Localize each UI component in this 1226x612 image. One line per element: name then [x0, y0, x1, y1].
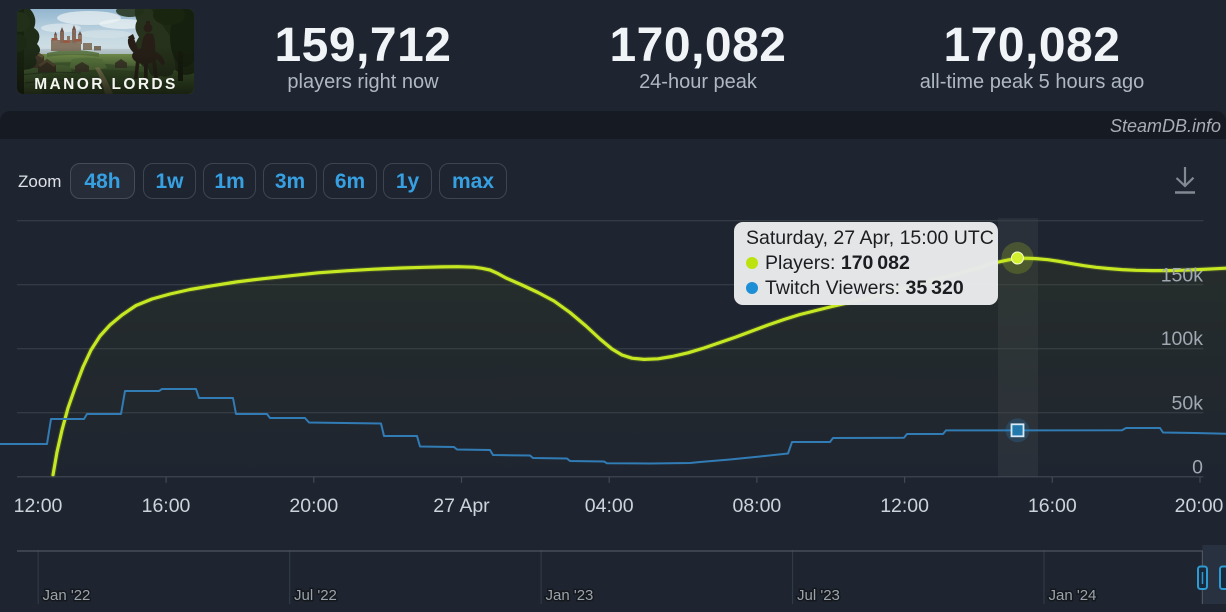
svg-text:12:00: 12:00: [14, 495, 63, 517]
svg-text:50k: 50k: [1172, 393, 1204, 415]
svg-text:04:00: 04:00: [585, 495, 634, 517]
svg-text:16:00: 16:00: [142, 495, 191, 517]
svg-text:MANOR LORDS: MANOR LORDS: [34, 76, 178, 93]
svg-text:Jan '24: Jan '24: [1049, 587, 1097, 604]
svg-text:0: 0: [1192, 456, 1203, 478]
svg-text:20:00: 20:00: [289, 495, 338, 517]
svg-text:16:00: 16:00: [1028, 495, 1077, 517]
svg-text:Jul '22: Jul '22: [294, 587, 337, 604]
svg-text:Jan '23: Jan '23: [546, 587, 594, 604]
svg-text:27 Apr: 27 Apr: [433, 495, 490, 517]
svg-text:Jul '23: Jul '23: [797, 587, 840, 604]
svg-text:150k: 150k: [1161, 264, 1204, 286]
svg-text:Jan '22: Jan '22: [43, 587, 91, 604]
svg-text:100k: 100k: [1161, 328, 1204, 350]
svg-text:12:00: 12:00: [880, 495, 929, 517]
svg-text:08:00: 08:00: [732, 495, 781, 517]
svg-text:20:00: 20:00: [1175, 495, 1224, 517]
